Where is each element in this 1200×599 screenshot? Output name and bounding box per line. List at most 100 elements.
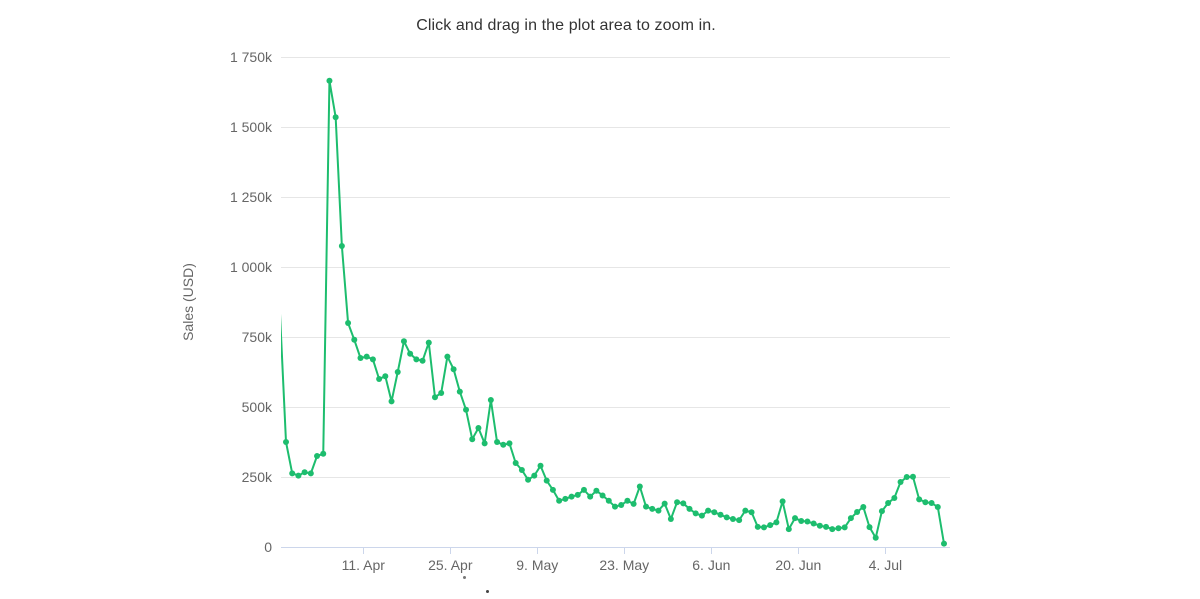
data-point-marker[interactable] (661, 500, 668, 507)
data-point-marker[interactable] (456, 388, 463, 395)
data-point-marker[interactable] (667, 516, 674, 522)
data-point-marker[interactable] (816, 522, 823, 529)
data-point-marker[interactable] (705, 507, 712, 514)
data-point-marker[interactable] (587, 493, 594, 500)
data-point-marker[interactable] (580, 486, 587, 493)
data-point-marker[interactable] (363, 353, 370, 360)
data-point-marker[interactable] (847, 515, 854, 522)
data-point-marker[interactable] (481, 440, 488, 447)
data-point-marker[interactable] (369, 356, 376, 363)
data-point-marker[interactable] (643, 503, 650, 510)
data-point-marker[interactable] (314, 453, 321, 459)
data-point-marker[interactable] (860, 503, 867, 510)
data-point-marker[interactable] (400, 338, 407, 345)
data-point-marker[interactable] (338, 243, 345, 249)
data-point-marker[interactable] (345, 320, 352, 326)
data-point-marker[interactable] (568, 493, 575, 500)
data-point-marker[interactable] (549, 486, 556, 493)
data-point-marker[interactable] (785, 526, 792, 533)
data-point-marker[interactable] (500, 441, 507, 448)
data-point-marker[interactable] (773, 519, 780, 526)
data-point-marker[interactable] (425, 339, 432, 346)
data-point-marker[interactable] (537, 462, 544, 469)
data-point-marker[interactable] (698, 512, 705, 519)
data-point-marker[interactable] (655, 507, 662, 514)
data-point-marker[interactable] (599, 492, 606, 499)
data-point-marker[interactable] (506, 440, 513, 447)
data-point-marker[interactable] (469, 436, 476, 443)
data-point-marker[interactable] (605, 497, 612, 504)
data-point-marker[interactable] (798, 517, 805, 524)
data-point-marker[interactable] (283, 439, 289, 445)
data-point-marker[interactable] (872, 534, 879, 541)
data-point-marker[interactable] (525, 476, 532, 483)
data-point-marker[interactable] (941, 540, 947, 547)
data-point-marker[interactable] (407, 350, 414, 357)
data-point-marker[interactable] (934, 503, 941, 510)
data-point-marker[interactable] (754, 523, 761, 530)
data-point-marker[interactable] (289, 470, 296, 477)
data-point-marker[interactable] (717, 511, 724, 518)
data-point-marker[interactable] (680, 500, 687, 507)
data-point-marker[interactable] (388, 398, 395, 405)
data-point-marker[interactable] (891, 495, 898, 501)
data-point-marker[interactable] (326, 77, 333, 84)
data-point-marker[interactable] (487, 397, 494, 403)
data-point-marker[interactable] (916, 496, 923, 503)
data-point-marker[interactable] (649, 505, 656, 512)
data-point-marker[interactable] (438, 390, 445, 396)
data-point-marker[interactable] (518, 467, 525, 473)
data-point-marker[interactable] (320, 450, 327, 457)
data-point-marker[interactable] (674, 499, 681, 506)
plot-area[interactable] (281, 47, 950, 547)
data-point-marker[interactable] (835, 525, 842, 532)
data-point-marker[interactable] (630, 500, 637, 507)
data-point-marker[interactable] (636, 483, 643, 490)
data-point-marker[interactable] (723, 514, 730, 521)
data-point-marker[interactable] (394, 369, 401, 375)
data-point-marker[interactable] (885, 500, 892, 507)
data-point-marker[interactable] (593, 487, 600, 494)
data-point-marker[interactable] (562, 495, 569, 502)
data-point-marker[interactable] (804, 518, 811, 525)
data-point-marker[interactable] (512, 460, 519, 466)
data-point-marker[interactable] (450, 366, 457, 373)
data-point-marker[interactable] (760, 524, 767, 531)
data-point-marker[interactable] (274, 236, 280, 242)
data-point-marker[interactable] (382, 373, 389, 380)
data-point-marker[interactable] (823, 523, 830, 530)
data-point-marker[interactable] (909, 473, 916, 480)
data-point-marker[interactable] (878, 508, 885, 515)
data-point-marker[interactable] (618, 502, 625, 508)
data-point-marker[interactable] (376, 376, 383, 382)
data-point-marker[interactable] (742, 507, 749, 514)
data-point-marker[interactable] (779, 498, 786, 505)
data-point-marker[interactable] (463, 406, 470, 413)
data-point-marker[interactable] (624, 497, 631, 504)
data-point-marker[interactable] (792, 515, 799, 522)
data-point-marker[interactable] (866, 524, 873, 531)
data-point-marker[interactable] (357, 355, 364, 361)
data-point-marker[interactable] (841, 524, 848, 531)
data-point-marker[interactable] (475, 425, 482, 431)
data-point-marker[interactable] (307, 470, 314, 477)
data-point-marker[interactable] (494, 439, 501, 445)
data-point-marker[interactable] (413, 356, 420, 363)
data-point-marker[interactable] (729, 516, 736, 522)
data-point-marker[interactable] (301, 469, 308, 476)
data-point-marker[interactable] (736, 517, 743, 524)
data-point-marker[interactable] (431, 394, 438, 401)
data-point-marker[interactable] (829, 526, 836, 533)
data-point-marker[interactable] (543, 477, 550, 484)
data-point-marker[interactable] (444, 353, 451, 360)
data-point-marker[interactable] (711, 509, 718, 516)
data-point-marker[interactable] (531, 472, 538, 479)
data-point-marker[interactable] (810, 520, 817, 527)
data-point-marker[interactable] (928, 500, 935, 507)
data-point-marker[interactable] (332, 114, 339, 121)
data-point-marker[interactable] (295, 472, 302, 479)
data-point-marker[interactable] (419, 357, 426, 364)
data-point-marker[interactable] (692, 510, 699, 517)
data-point-marker[interactable] (922, 499, 929, 506)
data-point-marker[interactable] (574, 491, 581, 498)
